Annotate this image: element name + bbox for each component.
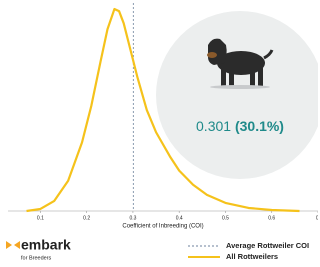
- x-axis-label: Coefficient of Inbreeding (COI): [122, 224, 203, 230]
- brand-name: embark: [21, 237, 71, 253]
- brand-icon: [6, 241, 20, 249]
- x-tick-label: 0.3: [129, 215, 136, 221]
- x-tick-label: 0.4: [176, 215, 183, 221]
- brand: embark for Breeders: [6, 237, 71, 262]
- chart: 0.301 (30.1%) Coefficient of Inbreeding …: [0, 0, 318, 267]
- mean-label: 0.301 (30.1%): [196, 118, 284, 134]
- badge-circle: [156, 11, 318, 179]
- legend-label: All Rottweilers: [226, 252, 278, 261]
- brand-tagline: for Breeders: [21, 255, 52, 261]
- mean-value: 0.301: [196, 118, 231, 134]
- x-tick-label: 0.1: [37, 215, 44, 221]
- mean-percent: (30.1%): [235, 118, 284, 134]
- x-tick-label: 0.: [316, 215, 318, 221]
- x-tick-label: 0.5: [222, 215, 229, 221]
- legend-label: Average Rottweiler COI: [226, 241, 309, 250]
- x-tick-label: 0.2: [83, 215, 90, 221]
- x-tick-label: 0.6: [268, 215, 275, 221]
